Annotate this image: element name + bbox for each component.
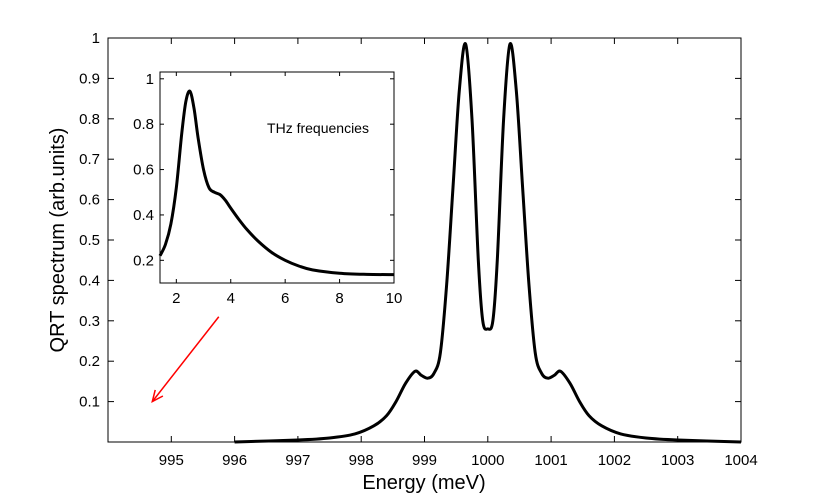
inset-plot-area	[159, 71, 395, 284]
inset-series-line	[158, 89, 395, 277]
inset-ytick-label: 0.6	[133, 162, 154, 179]
main-ticks	[108, 37, 742, 442]
inset-ytick-label: 0.2	[133, 252, 154, 269]
inset-chart: 2 4 6 8 10 0.2 0.4 0.6 0.8 1 THz frequencies	[133, 71, 402, 307]
inset-xtick-label: 6	[281, 290, 289, 307]
inset-xtick-label: 10	[386, 290, 403, 307]
y-axis-label: QRT spectrum (arb.units)	[47, 128, 69, 353]
arrow-shaft	[151, 316, 220, 403]
inset-xtick-label: 8	[335, 290, 343, 307]
x-axis-label: Energy (meV)	[362, 472, 485, 494]
main-xtick-label: 1004	[724, 452, 757, 469]
inset-ytick-label: 0.8	[133, 116, 154, 133]
main-y-tick-labels: 0.1 0.2 0.3 0.4 0.5 0.6 0.7 0.8 0.9 1	[79, 30, 100, 411]
main-ytick-label: 0.3	[79, 313, 100, 330]
main-xtick-label: 1003	[661, 452, 694, 469]
inset-x-tick-labels: 2 4 6 8 10	[172, 290, 402, 307]
main-xtick-label: 1002	[598, 452, 631, 469]
arrow-head	[151, 389, 164, 404]
main-ytick-label: 0.7	[79, 151, 100, 168]
inset-xtick-label: 4	[227, 290, 235, 307]
inset-ticks	[160, 72, 395, 283]
main-xtick-label: 1000	[471, 452, 504, 469]
main-xtick-label: 997	[285, 452, 310, 469]
main-xtick-label: 998	[349, 452, 374, 469]
main-ytick-label: 0.5	[79, 232, 100, 249]
main-ytick-label: 0.2	[79, 353, 100, 370]
main-x-tick-labels: 995 996 997 998 999 1000 1001 1002 1003 1004	[159, 452, 758, 469]
main-ytick-label: 0.4	[79, 272, 100, 289]
inset-annotation: THz frequencies	[267, 120, 369, 136]
main-series-line	[234, 42, 742, 444]
main-ytick-label: 0.1	[79, 394, 100, 411]
inset-ytick-label: 1	[146, 71, 154, 88]
main-ytick-label: 0.6	[79, 192, 100, 209]
main-xtick-label: 1001	[534, 452, 567, 469]
main-ytick-label: 1	[92, 30, 100, 47]
inset-ytick-label: 0.4	[133, 207, 154, 224]
inset-y-tick-labels: 0.2 0.4 0.6 0.8 1	[133, 71, 154, 270]
red-arrow	[151, 316, 220, 404]
main-ytick-label: 0.9	[79, 70, 100, 87]
main-ytick-label: 0.8	[79, 111, 100, 128]
main-xtick-label: 999	[412, 452, 437, 469]
main-xtick-label: 995	[159, 452, 184, 469]
inset-xtick-label: 2	[172, 290, 180, 307]
main-xtick-label: 996	[222, 452, 247, 469]
